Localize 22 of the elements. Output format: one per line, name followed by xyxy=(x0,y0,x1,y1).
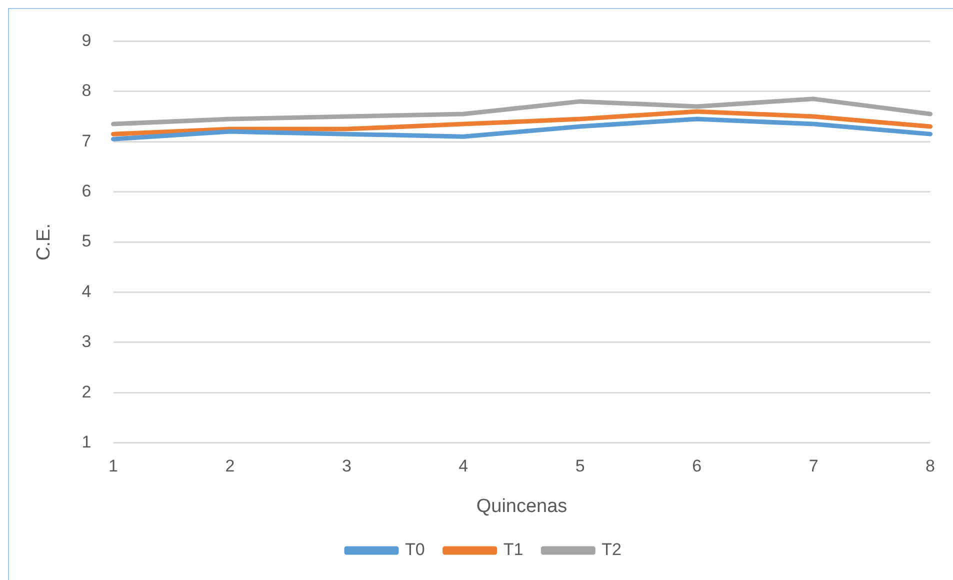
x-tick-label: 4 xyxy=(458,456,468,476)
y-tick-label: 5 xyxy=(82,232,92,251)
y-axis-title: C.E. xyxy=(34,224,55,260)
x-tick-label: 7 xyxy=(808,456,818,476)
legend-label: T1 xyxy=(503,540,524,560)
y-tick-label: 7 xyxy=(82,131,92,150)
y-tick-label: 9 xyxy=(82,30,92,50)
x-tick-label: 6 xyxy=(692,456,702,476)
x-tick-label: 5 xyxy=(575,456,585,476)
y-tick-label: 3 xyxy=(82,332,92,352)
y-tick-label: 4 xyxy=(82,282,92,301)
x-tick-label: 2 xyxy=(225,456,235,476)
y-tick-label: 6 xyxy=(82,181,92,200)
y-tick-label: 1 xyxy=(82,432,92,452)
x-axis-title: Quincenas xyxy=(476,496,568,517)
y-tick-label: 8 xyxy=(82,81,92,100)
legend-label: T2 xyxy=(602,540,622,560)
legend-label: T0 xyxy=(404,540,425,560)
x-tick-label: 8 xyxy=(926,456,936,476)
x-tick-label: 1 xyxy=(108,456,118,476)
x-tick-label: 3 xyxy=(342,456,352,476)
y-tick-label: 2 xyxy=(82,382,92,402)
